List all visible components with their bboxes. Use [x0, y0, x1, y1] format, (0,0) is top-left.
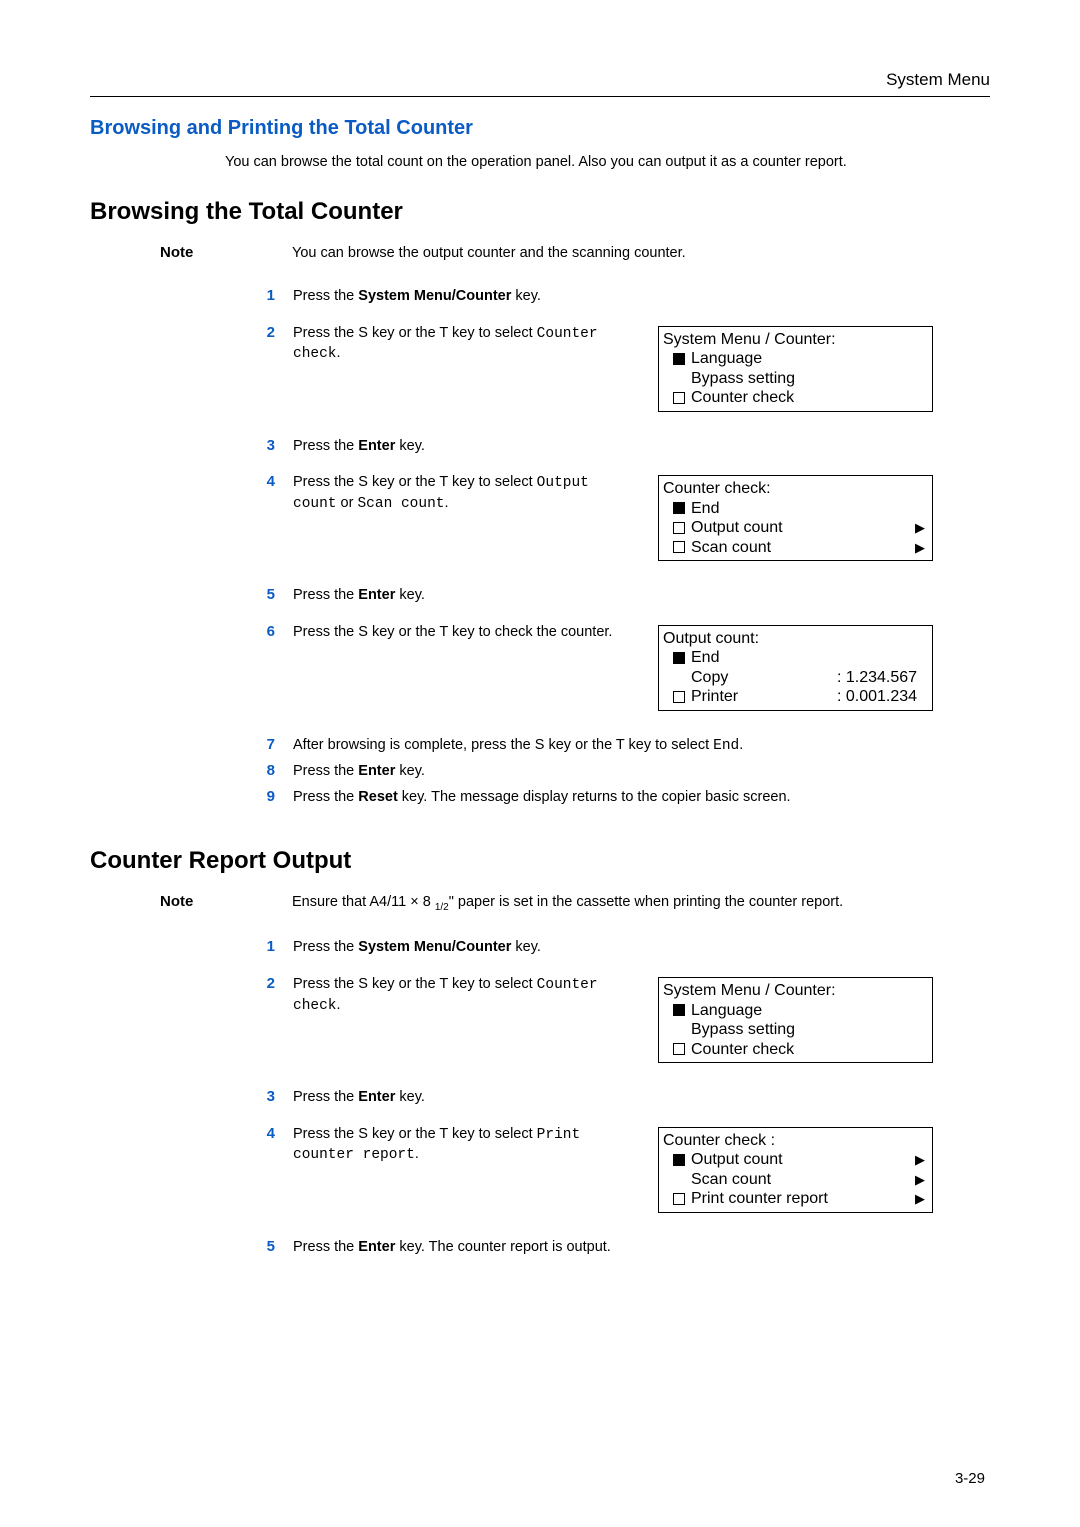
step-number: 7 — [160, 736, 275, 753]
panel-item: Bypass setting — [691, 369, 927, 389]
step-text: Press the Enter key. — [293, 1088, 990, 1108]
step-text: Press the System Menu/Counter key. — [293, 938, 990, 958]
panel-item-label: Printer — [691, 687, 837, 707]
arrow-down-icon — [673, 541, 685, 553]
panel-item: Scan count — [691, 538, 915, 558]
step-number: 2 — [160, 324, 275, 341]
panel-item-value: : 1.234.567 — [837, 668, 927, 688]
step-number: 1 — [160, 287, 275, 304]
browse-step-1: 1 Press the System Menu/Counter key. — [90, 287, 990, 307]
panel-item: Print counter report — [691, 1189, 915, 1209]
arrow-up-icon — [673, 353, 685, 365]
step-number: 4 — [160, 1125, 275, 1142]
arrow-down-icon — [673, 1193, 685, 1205]
step-text: Press the S key or the T key to check th… — [293, 623, 990, 711]
panel-item: Counter check — [691, 388, 927, 408]
chevron-right-icon: ▶ — [915, 1152, 925, 1168]
arrow-down-icon — [673, 1043, 685, 1055]
report-note: Note Ensure that A4/11 × 8 1/2" paper is… — [90, 893, 990, 913]
arrow-down-icon — [673, 392, 685, 404]
report-step-3: 3 Press the Enter key. — [90, 1088, 990, 1108]
step-number: 3 — [160, 1088, 275, 1105]
chevron-right-icon: ▶ — [915, 520, 925, 536]
panel-counter-check-2: Counter check : Output count▶ Scan count… — [658, 1127, 933, 1213]
panel-item: Output count — [691, 518, 915, 538]
step-text: Press the S key or the T key to select C… — [293, 975, 990, 1063]
panel-item-value: : 0.001.234 — [837, 687, 927, 707]
step-number: 2 — [160, 975, 275, 992]
step-number: 3 — [160, 437, 275, 454]
chevron-right-icon: ▶ — [915, 1191, 925, 1207]
panel-system-menu: System Menu / Counter: Language Bypass s… — [658, 326, 933, 412]
section-intro: You can browse the total count on the op… — [225, 154, 990, 170]
panel-item: Scan count — [691, 1170, 915, 1190]
step-text: Press the S key or the T key to select C… — [293, 324, 990, 412]
arrow-down-icon — [673, 691, 685, 703]
step-number: 5 — [160, 1238, 275, 1255]
panel-title: System Menu / Counter: — [663, 330, 927, 350]
panel-item: Bypass setting — [691, 1020, 927, 1040]
chevron-right-icon: ▶ — [915, 1172, 925, 1188]
arrow-up-icon — [673, 502, 685, 514]
step-text: Press the S key or the T key to select O… — [293, 473, 990, 561]
arrow-up-icon — [673, 1154, 685, 1166]
panel-item-label: Copy — [691, 668, 837, 688]
panel-title: Counter check: — [663, 479, 927, 499]
browse-step-7: 7 After browsing is complete, press the … — [90, 736, 990, 757]
panel-counter-check: Counter check: End Output count▶ Scan co… — [658, 475, 933, 561]
browse-step-4: 4 Press the S key or the T key to select… — [90, 473, 990, 569]
step-text: Press the Enter key. — [293, 586, 990, 606]
browse-step-8: 8 Press the Enter key. — [90, 762, 990, 782]
header-chapter: System Menu — [90, 70, 990, 90]
panel-item: End — [691, 499, 927, 519]
arrow-up-icon — [673, 1004, 685, 1016]
step-text: After browsing is complete, press the S … — [293, 736, 990, 757]
step-number: 6 — [160, 623, 275, 640]
browse-step-6: 6 Press the S key or the T key to check … — [90, 623, 990, 719]
note-body: You can browse the output counter and th… — [292, 245, 990, 261]
report-step-5: 5 Press the Enter key. The counter repor… — [90, 1238, 990, 1258]
note-label: Note — [160, 893, 270, 910]
section-title: Browsing and Printing the Total Counter — [90, 117, 990, 140]
browse-step-5: 5 Press the Enter key. — [90, 586, 990, 606]
panel-title: Counter check : — [663, 1131, 927, 1151]
report-step-2: 2 Press the S key or the T key to select… — [90, 975, 990, 1071]
panel-system-menu: System Menu / Counter: Language Bypass s… — [658, 977, 933, 1063]
browse-step-3: 3 Press the Enter key. — [90, 437, 990, 457]
arrow-up-icon — [673, 652, 685, 664]
step-text: Press the Enter key. — [293, 437, 990, 457]
panel-item: End — [691, 648, 927, 668]
panel-item: Language — [691, 349, 927, 369]
panel-item: Output count — [691, 1150, 915, 1170]
page-number: 3-29 — [955, 1470, 985, 1487]
panel-title: System Menu / Counter: — [663, 981, 927, 1001]
report-step-1: 1 Press the System Menu/Counter key. — [90, 938, 990, 958]
step-text: Press the Reset key. The message display… — [293, 788, 990, 808]
step-number: 4 — [160, 473, 275, 490]
note-label: Note — [160, 244, 270, 261]
report-step-4: 4 Press the S key or the T key to select… — [90, 1125, 990, 1221]
step-text: Press the S key or the T key to select P… — [293, 1125, 990, 1213]
panel-output-count: Output count: End Copy: 1.234.567 Printe… — [658, 625, 933, 711]
panel-title: Output count: — [663, 629, 927, 649]
header-rule — [90, 96, 990, 97]
step-number: 8 — [160, 762, 275, 779]
note-body: Ensure that A4/11 × 8 1/2" paper is set … — [292, 894, 990, 913]
browse-step-9: 9 Press the Reset key. The message displ… — [90, 788, 990, 808]
step-text: Press the System Menu/Counter key. — [293, 287, 990, 307]
step-number: 5 — [160, 586, 275, 603]
browse-step-2: 2 Press the S key or the T key to select… — [90, 324, 990, 420]
panel-item: Counter check — [691, 1040, 927, 1060]
square-icon — [673, 522, 685, 534]
step-number: 9 — [160, 788, 275, 805]
page: System Menu Browsing and Printing the To… — [0, 0, 1080, 1527]
report-heading: Counter Report Output — [90, 847, 990, 875]
panel-item: Language — [691, 1001, 927, 1021]
browse-note: Note You can browse the output counter a… — [90, 244, 990, 261]
chevron-right-icon: ▶ — [915, 540, 925, 556]
step-text: Press the Enter key. — [293, 762, 990, 782]
step-number: 1 — [160, 938, 275, 955]
browse-heading: Browsing the Total Counter — [90, 198, 990, 226]
step-text: Press the Enter key. The counter report … — [293, 1238, 990, 1258]
